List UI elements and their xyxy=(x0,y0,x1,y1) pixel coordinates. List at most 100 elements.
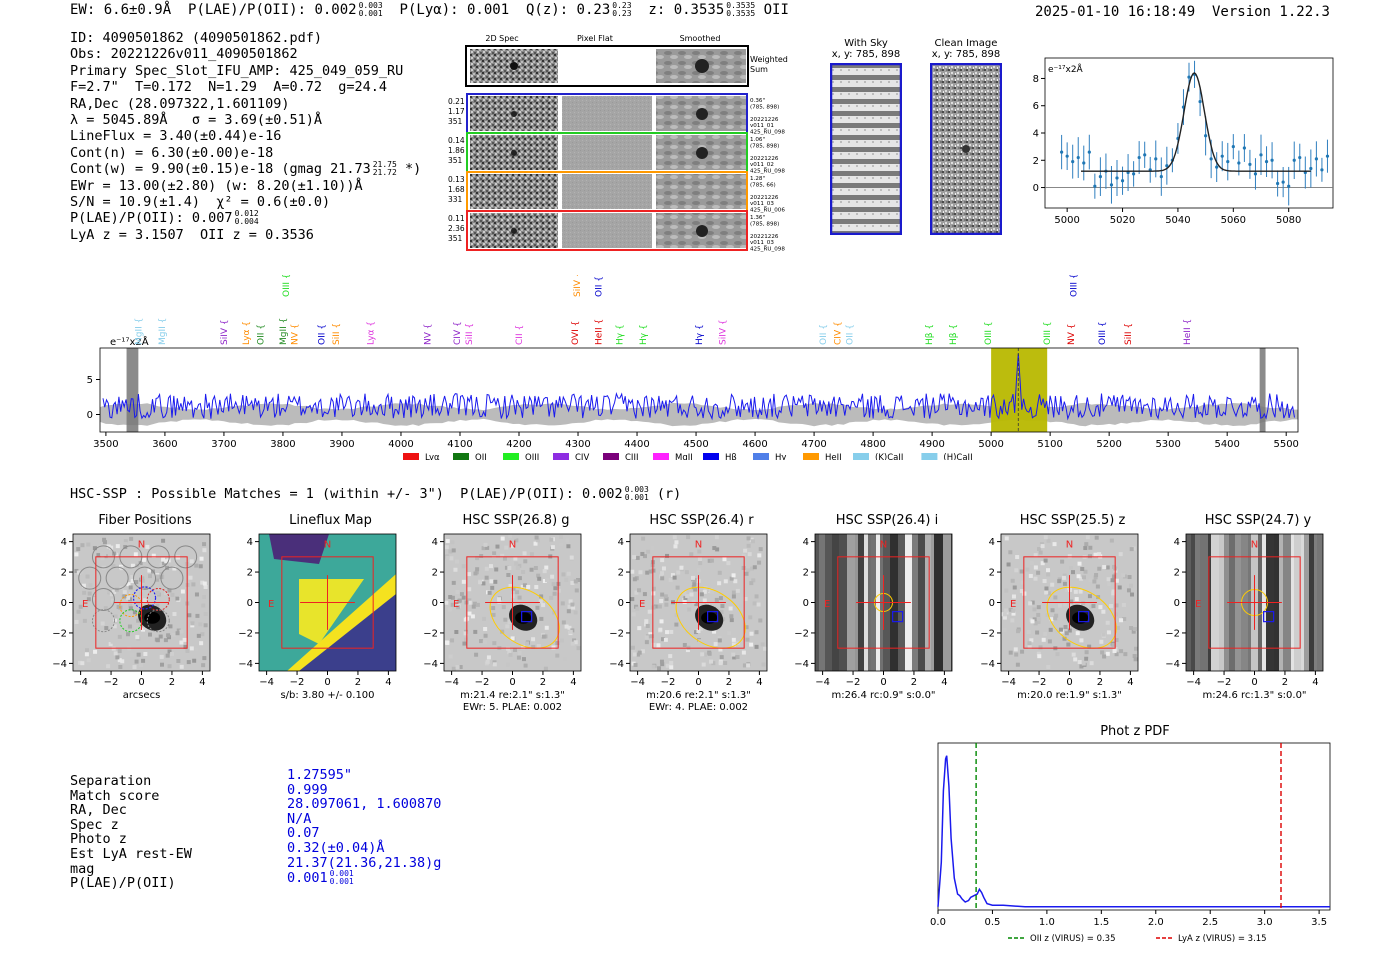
noise-pixel xyxy=(86,658,91,663)
noise-pixel xyxy=(639,551,644,556)
noise-pixel xyxy=(483,542,488,547)
with-sky-image xyxy=(830,63,902,235)
smoothed-cutout xyxy=(656,174,746,209)
noise-pixel xyxy=(179,640,184,645)
x-tick-label: 0.0 xyxy=(930,917,946,928)
noise-pixel xyxy=(1062,602,1067,607)
noise-pixel xyxy=(1098,639,1103,644)
noise-pixel xyxy=(719,604,724,609)
noise-pixel xyxy=(1035,570,1040,575)
legend-label: Lyα xyxy=(425,453,440,460)
fiber-row-stat: 1.68 xyxy=(448,185,465,194)
noise-pixel xyxy=(117,614,122,619)
contw-end: *) xyxy=(396,161,422,178)
noise-pixel xyxy=(507,620,512,625)
separator xyxy=(653,96,656,131)
noise-pixel xyxy=(1002,615,1007,620)
noise-pixel xyxy=(138,561,143,566)
noise-pixel xyxy=(140,578,145,583)
match-hi: 0.003 xyxy=(624,485,649,494)
line-label: SiIV { xyxy=(719,319,729,345)
noise-pixel xyxy=(736,644,741,649)
noise-pixel xyxy=(489,579,494,584)
noise-pixel xyxy=(155,577,160,582)
noise-pixel xyxy=(645,623,650,628)
fiber-row-frame xyxy=(466,210,748,251)
noise-pixel xyxy=(445,640,450,645)
noise-pixel xyxy=(1013,647,1018,652)
data-point xyxy=(1242,146,1246,150)
noise-pixel xyxy=(1062,581,1067,586)
noise-pixel xyxy=(145,544,150,549)
noise-pixel xyxy=(1063,625,1068,630)
noise-pixel xyxy=(550,545,555,550)
fiber-row-meta: 425_RU_098 xyxy=(750,247,785,253)
noise-pixel xyxy=(1058,627,1063,632)
noise-pixel xyxy=(1033,565,1038,570)
noise-pixel xyxy=(642,554,647,559)
stripe xyxy=(839,534,847,671)
spec2d-cutout xyxy=(470,174,558,209)
x-tick-label: 4 xyxy=(570,677,576,688)
x-tick-label: 0 xyxy=(880,677,886,688)
cutout-caption: m:20.0 re:1.9" s:1.3" xyxy=(1017,690,1122,701)
x-tick-label: 5040 xyxy=(1165,215,1190,226)
noise-pixel xyxy=(636,588,641,593)
noise-pixel xyxy=(187,613,192,618)
noise-pixel xyxy=(629,569,634,574)
noise-pixel xyxy=(1128,625,1133,630)
noise-pixel xyxy=(697,557,702,562)
noise-pixel xyxy=(451,548,456,553)
fiber-row-stat: 2.36 xyxy=(448,224,465,233)
noise-pixel xyxy=(567,604,572,609)
noise-pixel xyxy=(507,557,512,562)
noise-pixel xyxy=(1012,585,1017,590)
noise-pixel xyxy=(570,580,575,585)
noise-pixel xyxy=(682,596,687,601)
y-tick-label: 6 xyxy=(1033,101,1039,112)
y-tick-label: 2 xyxy=(246,568,252,579)
legend-swatch xyxy=(803,453,819,460)
noise-pixel xyxy=(128,606,133,611)
noise-pixel xyxy=(650,605,655,610)
noise-pixel xyxy=(130,579,135,584)
noise-pixel xyxy=(82,590,87,595)
noise-pixel xyxy=(1114,578,1119,583)
noise-pixel xyxy=(1082,546,1087,551)
noise-pixel xyxy=(1090,604,1095,609)
noise-pixel xyxy=(508,583,513,588)
noise-pixel xyxy=(713,642,718,647)
noise-pixel xyxy=(657,604,662,609)
x-tick-label: 0 xyxy=(1251,677,1257,688)
noise-pixel xyxy=(1118,552,1123,557)
line-label: OIII { xyxy=(984,321,994,345)
emission-line-zoom-chart: e⁻¹⁷x2Å 5000 5020 5040 5060 5080 0 2 4 6 8 xyxy=(1033,57,1334,226)
noise-pixel xyxy=(485,659,490,664)
y-tick-label: 4 xyxy=(988,537,994,548)
noise-pixel xyxy=(450,595,455,600)
line-label: Hβ { xyxy=(925,324,935,345)
stripe xyxy=(1283,534,1291,671)
noise-pixel xyxy=(1043,535,1048,540)
noise-pixel xyxy=(107,589,112,594)
aperture-ellipse xyxy=(675,586,746,649)
noise-pixel xyxy=(673,540,678,545)
noise-pixel xyxy=(541,634,546,639)
noise-pixel xyxy=(113,651,118,656)
fiber-row-meta: 20221226 xyxy=(750,234,779,240)
noise-pixel xyxy=(702,652,707,657)
noise-pixel xyxy=(1054,630,1059,635)
noise-pixel xyxy=(1038,645,1043,650)
noise-pixel xyxy=(133,552,138,557)
noise-pixel xyxy=(520,584,525,589)
noise-pixel xyxy=(1062,573,1067,578)
noise-pixel xyxy=(699,592,704,597)
noise-pixel xyxy=(479,639,484,644)
noise-pixel xyxy=(659,592,664,597)
noise-pixel xyxy=(199,641,204,646)
x-tick-label: 1.0 xyxy=(1039,917,1055,928)
stripe xyxy=(847,534,855,671)
noise-pixel xyxy=(96,584,101,589)
noise-pixel xyxy=(631,555,636,560)
